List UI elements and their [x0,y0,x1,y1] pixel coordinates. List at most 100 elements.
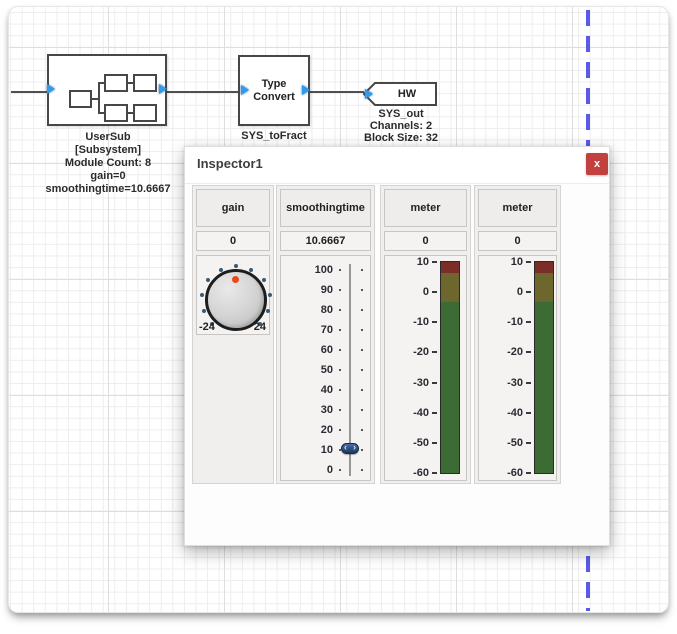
meter-scale-label: -40 [507,406,523,419]
slider-tick [339,269,341,271]
slider-tick [339,429,341,431]
meter-segment [441,302,459,473]
wire-typeconvert-hw [310,91,364,93]
slider-scale-label: 100 [314,264,333,276]
meter-segment [441,273,459,302]
slider-scale-label: 30 [320,404,333,416]
slider-scale-label: 0 [326,464,333,476]
usersub-inner-wire [98,82,100,114]
slider-tick [361,389,363,391]
meter-scale-label: -40 [413,406,429,419]
slider-tick [361,409,363,411]
meter-scale-label: -60 [507,467,523,479]
meter-tick [432,381,437,384]
label-line: smoothingtime=10.6667 [45,183,171,195]
usersub-inner-block [69,90,92,108]
slider-tick [361,469,363,471]
thumb-arrow-left-icon: ‹ [344,442,347,453]
meter-segment [535,273,553,302]
knob-tick-dot [201,308,206,313]
usersub-block[interactable] [47,54,167,126]
meter-tick [526,381,531,384]
knob-tick-dot [266,308,271,313]
meter-segment [441,262,459,273]
knob-tick-dot [249,267,254,272]
meter-scale-label: -30 [413,376,429,389]
hw-block-shape [362,82,437,106]
usersub-caption: UserSub [Subsystem] Module Count: 8 gain=0 s… [22,131,194,196]
type-convert-caption: SYS_toFract [241,130,307,142]
meter-segment [535,302,553,473]
meter-scale-label: -20 [413,346,429,359]
usersub-inner-wire [92,98,100,100]
meter-tick [526,472,531,474]
slider-scale-label: 90 [320,284,333,296]
usersub-inner-block [104,104,128,122]
usersub-inner-wire [128,112,134,114]
usersub-inner-wire [128,82,134,84]
meter-scale-label: -20 [507,346,523,359]
slider-tick [339,329,341,331]
meter-scale-label: -60 [413,467,429,479]
type-convert-block[interactable]: Type Convert [238,55,310,126]
diagram-canvas: UserSub [Subsystem] Module Count: 8 gain=0 s… [8,6,669,613]
slider-tick [339,389,341,391]
hw-title: HW [397,88,417,100]
hw-block[interactable]: HW [361,80,439,108]
input-port-icon [365,89,373,99]
hw-caption: SYS_out Channels: 2 Block Size: 32 [349,108,453,144]
meter-tick [432,291,437,294]
close-button[interactable]: x [586,153,608,175]
slider-tick [361,369,363,371]
type-convert-text: Type Convert [240,57,308,124]
usersub-inner-block [133,104,157,122]
slider-scale-label: 60 [320,344,333,356]
usersub-inner-block [104,74,128,92]
meter-tick [432,351,437,354]
slider-tick [361,309,363,311]
panel-gain: gain 0 -24 24 [192,185,274,484]
meter-tick [432,441,437,444]
slider-scale-label: 70 [320,324,333,336]
column-header-meter: meter [384,189,467,227]
meter-tick [526,351,531,354]
gain-knob-cell: -24 24 [196,255,272,335]
level-meter: 10 0 -10 -20 -30 -40 -50 -60 [478,255,557,481]
panel-meter-2: meter 0 10 0 -10 -20 -30 -40 -50 -60 [474,185,561,484]
label-line: Convert [253,90,295,103]
slider-scale-label: 10 [320,444,333,456]
slider-tick [339,449,341,451]
meter-tick [432,261,437,263]
level-meter: 10 0 -10 -20 -30 -40 -50 -60 [384,255,467,481]
slider-thumb[interactable]: ‹ › [341,442,359,455]
knob-tick-dot [200,292,205,297]
meter-scale-label: -30 [507,376,523,389]
meter-tick [526,261,531,263]
slider-tick [361,329,363,331]
panel-meter-1: meter 0 10 0 -10 -20 -30 -40 -50 -60 [380,185,471,484]
slider-scale-label: 20 [320,424,333,436]
meter-tick [526,291,531,294]
meter-scale-label: 0 [422,286,429,299]
meter-bar [534,261,554,474]
knob-tick-dot [234,264,238,268]
output-port-icon [302,85,310,95]
meter-tick [526,411,531,414]
column-value-meter: 0 [384,231,467,251]
thumb-arrow-right-icon: › [353,442,356,453]
label-line: Block Size: 32 [364,132,438,144]
meter-tick [526,441,531,444]
label-line: SYS_out [378,108,424,120]
column-header-smoothingtime: smoothingtime [280,189,371,227]
smoothingtime-slider[interactable]: 100 90 80 70 60 50 40 30 20 10 0 ‹ › [280,255,371,481]
column-value-smoothingtime: 10.6667 [280,231,371,251]
meter-scale-label: 10 [510,256,523,268]
slider-tick [361,349,363,351]
gain-knob[interactable] [205,269,267,331]
meter-segment [535,262,553,273]
knob-tick-dot [258,322,263,327]
inspector-titlebar[interactable]: Inspector1 x [185,147,609,184]
slider-tick [361,289,363,291]
meter-bar [440,261,460,474]
output-port-icon [159,84,167,94]
